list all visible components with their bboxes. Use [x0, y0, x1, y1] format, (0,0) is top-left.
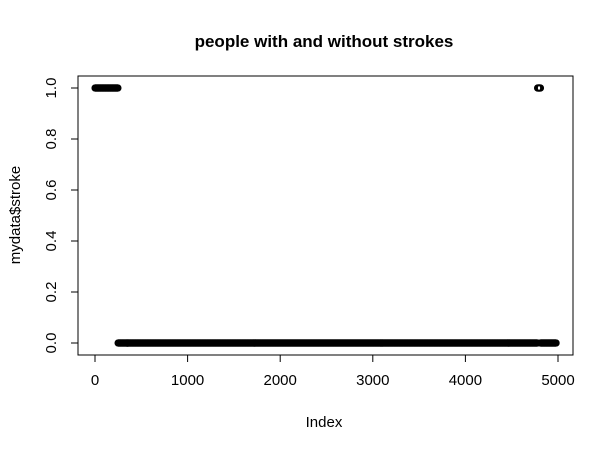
x-tick-label: 3000: [356, 372, 389, 389]
x-tick-label: 4000: [449, 372, 482, 389]
y-tick-label: 0.4: [43, 231, 60, 252]
chart-title: people with and without strokes: [195, 32, 454, 51]
x-tick-label: 2000: [264, 372, 297, 389]
data-point: [114, 84, 122, 92]
x-axis-label: Index: [306, 414, 343, 431]
y-axis: 0.0 0.2 0.4 0.6 0.8 1.0: [43, 78, 79, 354]
x-tick-label: 1000: [171, 372, 204, 389]
plot-frame: [77, 75, 574, 356]
data-point: [536, 84, 545, 92]
y-tick-label: 1.0: [43, 78, 60, 99]
data-point: [552, 339, 560, 347]
x-axis: 0 1000 2000 3000 4000 5000: [91, 354, 575, 389]
x-tick-label: 5000: [541, 372, 574, 389]
data-points: [91, 84, 560, 347]
y-tick-label: 0.6: [43, 180, 60, 201]
x-tick-label: 0: [91, 372, 99, 389]
y-axis-label: mydata$stroke: [7, 166, 24, 264]
y-tick-label: 0.2: [43, 282, 60, 303]
y-tick-label: 0.8: [43, 129, 60, 150]
y-tick-label: 0.0: [43, 333, 60, 354]
